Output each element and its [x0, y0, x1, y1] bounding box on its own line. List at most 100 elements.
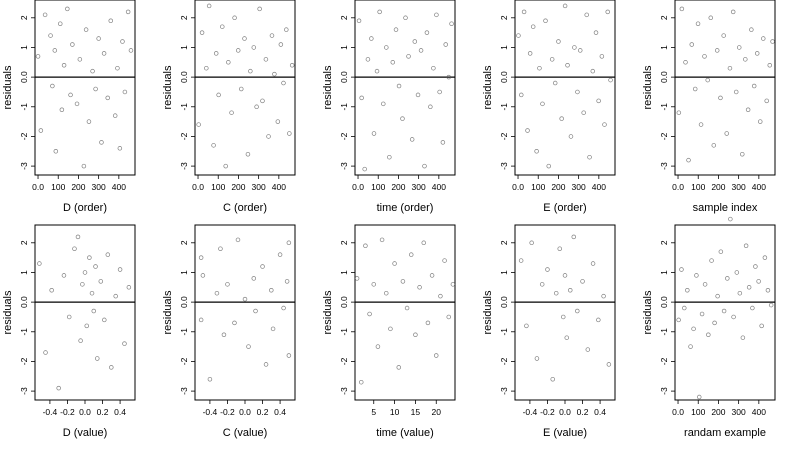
- data-point: [764, 98, 769, 104]
- data-point: [743, 57, 748, 62]
- data-point: [284, 279, 290, 284]
- data-point: [709, 258, 714, 263]
- data-point: [275, 119, 281, 124]
- data-point: [369, 36, 374, 41]
- data-point: [568, 134, 574, 139]
- x-tick-label: 200: [711, 182, 725, 192]
- data-point: [387, 154, 392, 160]
- data-point: [286, 240, 292, 246]
- x-tick-label: 100: [211, 182, 225, 192]
- y-tick-label: 1: [339, 45, 349, 50]
- data-point: [232, 15, 237, 21]
- data-point: [74, 101, 80, 107]
- data-point: [392, 261, 397, 266]
- data-point: [442, 258, 447, 263]
- data-point: [537, 65, 542, 71]
- data-point: [289, 63, 295, 68]
- data-point: [232, 320, 237, 326]
- plot-frame: [674, 224, 776, 401]
- data-point: [93, 86, 98, 92]
- data-point: [37, 261, 42, 266]
- data-point: [714, 48, 720, 53]
- data-point: [59, 107, 65, 112]
- data-point: [587, 154, 592, 160]
- data-point: [733, 89, 739, 95]
- data-point: [278, 42, 284, 47]
- x-tick-label: 300: [572, 182, 586, 192]
- data-point: [676, 317, 681, 323]
- y-tick-label: -3: [339, 387, 349, 395]
- y-tick-label: -1: [339, 328, 349, 336]
- x-axis-label: C (value): [223, 427, 268, 439]
- data-point: [117, 146, 123, 151]
- x-tick-label: 400: [592, 182, 606, 192]
- data-point: [749, 27, 754, 32]
- x-tick-label: 300: [412, 182, 426, 192]
- y-tick-label: 0.0: [659, 296, 669, 308]
- x-tick-label: -0.4: [203, 407, 218, 417]
- data-point: [49, 288, 54, 293]
- data-point: [377, 9, 382, 15]
- y-tick-label: 1: [339, 270, 349, 275]
- data-point: [260, 264, 265, 269]
- data-point: [281, 80, 286, 86]
- data-point: [113, 293, 118, 299]
- data-point: [524, 323, 529, 329]
- y-tick-label: 2: [499, 240, 509, 245]
- data-point: [58, 21, 63, 26]
- x-axis-label: D (value): [63, 427, 108, 439]
- y-tick-label: 2: [659, 240, 669, 245]
- y-tick-label: -1: [179, 328, 189, 336]
- x-tick-label: 200: [551, 182, 565, 192]
- data-point: [115, 65, 120, 71]
- x-tick-label: 20: [432, 407, 442, 417]
- data-point: [694, 273, 699, 278]
- y-tick-label: -3: [659, 162, 669, 170]
- y-axis-label: residuals: [482, 65, 494, 110]
- y-axis-label: residuals: [2, 290, 14, 335]
- y-tick-label: -2: [339, 132, 349, 140]
- data-point: [404, 305, 410, 311]
- x-axis-label: D (order): [63, 202, 107, 214]
- data-point: [580, 279, 585, 284]
- data-point: [221, 332, 227, 337]
- data-point: [409, 137, 415, 142]
- x-tick-label: 300: [92, 182, 106, 192]
- data-point: [449, 21, 454, 26]
- x-tick-label: 100: [371, 182, 385, 192]
- data-point: [685, 288, 690, 293]
- plot-frame: [354, 0, 456, 176]
- x-tick-label: 15: [411, 407, 421, 417]
- data-point: [602, 122, 607, 127]
- data-point: [277, 252, 283, 257]
- data-point: [356, 18, 362, 24]
- data-point: [371, 131, 377, 136]
- scatter-panel-3: 0.0 100 200 300 400 -3 -2 -1 0.0 1 2 residuals time …: [322, 0, 456, 214]
- data-point: [572, 45, 577, 50]
- data-point: [434, 353, 439, 358]
- data-point: [284, 27, 289, 32]
- x-tick-label: 0.4: [114, 407, 126, 417]
- data-point: [409, 252, 414, 257]
- data-point: [768, 302, 774, 308]
- data-point: [691, 326, 696, 332]
- data-point: [608, 77, 613, 83]
- scatter-panel-7: -0.4 -0.2 0.0 0.2 0.4 -3 -2 -1 0.0 1 2 residuals C (…: [162, 224, 296, 439]
- y-axis-label: residuals: [322, 290, 334, 335]
- y-axis-label: residuals: [642, 290, 654, 335]
- data-point: [371, 282, 377, 287]
- data-point: [437, 89, 442, 95]
- data-point: [105, 252, 111, 257]
- x-tick-label: 10: [390, 407, 400, 417]
- data-point: [753, 264, 758, 269]
- data-point: [740, 335, 746, 340]
- y-tick-label: 0.0: [499, 71, 509, 83]
- y-tick-label: -2: [659, 132, 669, 140]
- data-point: [412, 39, 418, 44]
- x-tick-label: 400: [432, 182, 446, 192]
- data-point: [424, 30, 430, 35]
- data-point: [754, 51, 760, 56]
- data-point: [226, 60, 231, 65]
- data-point: [434, 12, 439, 18]
- data-point: [689, 42, 695, 47]
